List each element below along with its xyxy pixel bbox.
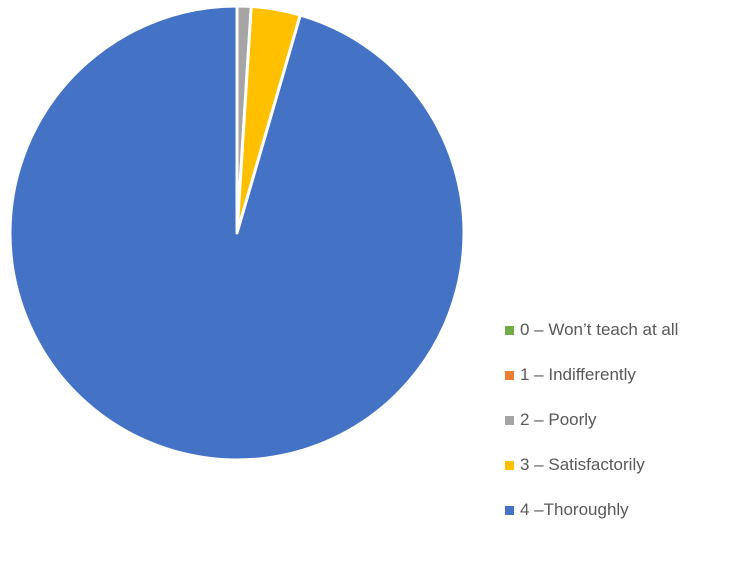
legend-item: 4 –Thoroughly — [505, 500, 678, 520]
chart-legend: 0 – Won’t teach at all 1 – Indifferently… — [505, 320, 678, 545]
legend-swatch — [505, 370, 514, 380]
legend-swatch — [505, 415, 514, 425]
legend-label: 3 – Satisfactorily — [520, 455, 645, 474]
legend-item: 0 – Won’t teach at all — [505, 320, 678, 340]
legend-label: 1 – Indifferently — [520, 365, 636, 384]
legend-item: 1 – Indifferently — [505, 365, 678, 385]
pie-slice — [8, 4, 466, 462]
legend-label: 2 – Poorly — [520, 410, 597, 429]
legend-swatch — [505, 505, 514, 515]
legend-label: 0 – Won’t teach at all — [520, 320, 679, 339]
legend-swatch — [505, 325, 514, 335]
legend-swatch — [505, 460, 514, 470]
legend-item: 2 – Poorly — [505, 410, 678, 430]
legend-label: 4 –Thoroughly — [520, 500, 629, 519]
legend-item: 3 – Satisfactorily — [505, 455, 678, 475]
